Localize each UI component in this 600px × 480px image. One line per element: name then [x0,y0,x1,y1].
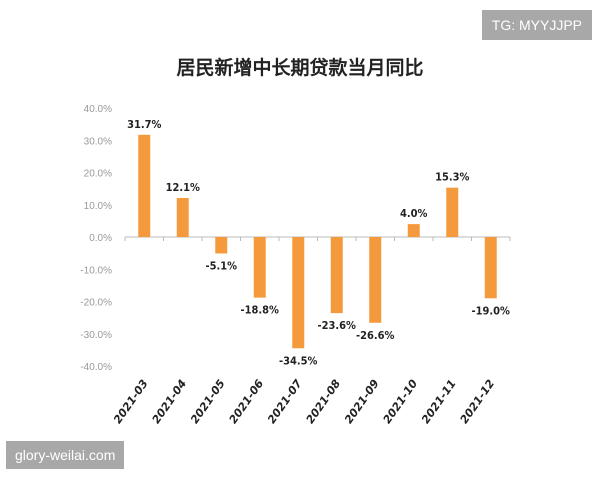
bar [176,197,189,237]
bar [369,237,382,323]
data-label: -26.6% [356,329,395,342]
watermark-top-right: TG: MYYJJPP [481,10,592,40]
bar [407,224,420,237]
x-tick-label: 2021-05 [188,377,228,426]
bar [215,237,228,254]
y-tick-label: -10.0% [80,265,112,276]
y-tick-label: 30.0% [84,136,112,147]
data-label: 4.0% [400,207,428,220]
x-tick-label: 2021-09 [342,377,382,426]
x-tick-label: 2021-06 [227,377,267,426]
chart-title: 居民新增中长期贷款当月同比 [176,57,424,79]
data-label: -18.8% [241,304,280,317]
bar [253,237,266,298]
data-label: -23.6% [318,319,357,332]
y-tick-label: 40.0% [84,104,112,115]
x-tick-label: 2021-07 [265,377,305,426]
y-tick-label: 0.0% [89,233,112,244]
x-tick-label: 2021-08 [304,377,344,426]
x-tick-label: 2021-12 [458,377,498,426]
bar [330,237,343,314]
data-label: -34.5% [279,354,318,367]
y-tick-label: -20.0% [80,298,112,309]
data-label: 12.1% [166,181,200,194]
bar [484,237,497,299]
data-label: 31.7% [127,118,161,131]
y-tick-label: 10.0% [84,201,112,212]
y-tick-label: -30.0% [80,330,112,341]
bar [138,134,151,237]
x-tick-label: 2021-10 [381,377,421,426]
data-label: 15.3% [435,171,469,184]
y-tick-label: -40.0% [80,362,112,373]
data-label: -5.1% [205,259,237,272]
x-tick-label: 2021-03 [111,377,151,426]
y-tick-label: 20.0% [84,169,112,180]
x-tick-label: 2021-04 [150,377,190,426]
data-label: -19.0% [472,304,511,317]
bar [446,187,459,237]
x-tick-label: 2021-11 [419,377,459,426]
watermark-bottom-left: glory-weilai.com [6,441,125,469]
bar [292,237,305,349]
